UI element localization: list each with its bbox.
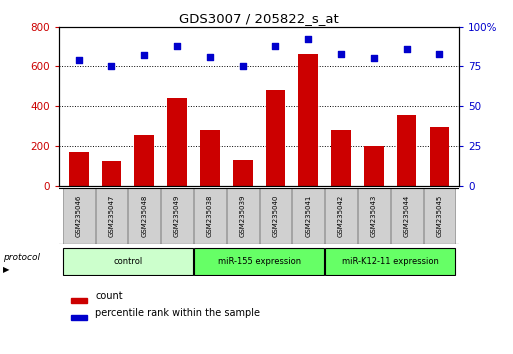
Text: GSM235045: GSM235045 bbox=[437, 195, 442, 237]
Text: ▶: ▶ bbox=[3, 266, 9, 274]
Point bbox=[436, 51, 444, 56]
Text: GSM235038: GSM235038 bbox=[207, 195, 213, 237]
Bar bbox=[429, 127, 449, 186]
Bar bbox=[69, 152, 89, 186]
Bar bbox=[233, 160, 252, 186]
Bar bbox=[266, 90, 285, 186]
Text: miR-155 expression: miR-155 expression bbox=[218, 257, 301, 266]
Bar bbox=[200, 131, 220, 186]
FancyBboxPatch shape bbox=[358, 188, 390, 244]
FancyBboxPatch shape bbox=[161, 188, 193, 244]
Bar bbox=[331, 131, 351, 186]
Point bbox=[74, 57, 83, 63]
FancyBboxPatch shape bbox=[260, 188, 291, 244]
Point bbox=[403, 46, 411, 52]
Bar bbox=[299, 55, 318, 186]
Text: GSM235049: GSM235049 bbox=[174, 195, 180, 237]
Point bbox=[239, 64, 247, 69]
FancyBboxPatch shape bbox=[63, 247, 193, 275]
FancyBboxPatch shape bbox=[292, 188, 324, 244]
Bar bbox=[102, 161, 121, 186]
Title: GDS3007 / 205822_s_at: GDS3007 / 205822_s_at bbox=[179, 12, 339, 25]
FancyBboxPatch shape bbox=[194, 188, 226, 244]
Text: count: count bbox=[95, 291, 123, 301]
Text: miR-K12-11 expression: miR-K12-11 expression bbox=[342, 257, 439, 266]
FancyBboxPatch shape bbox=[128, 188, 160, 244]
FancyBboxPatch shape bbox=[227, 188, 259, 244]
Text: percentile rank within the sample: percentile rank within the sample bbox=[95, 308, 260, 318]
Bar bbox=[134, 135, 154, 186]
Text: GSM235043: GSM235043 bbox=[371, 195, 377, 237]
Text: GSM235042: GSM235042 bbox=[338, 195, 344, 237]
Point bbox=[206, 54, 214, 59]
Bar bbox=[71, 315, 87, 320]
Point bbox=[337, 51, 345, 56]
Bar bbox=[71, 298, 87, 303]
FancyBboxPatch shape bbox=[194, 247, 324, 275]
FancyBboxPatch shape bbox=[424, 188, 456, 244]
Text: GSM235048: GSM235048 bbox=[141, 195, 147, 237]
Bar bbox=[167, 98, 187, 186]
Text: GSM235041: GSM235041 bbox=[305, 195, 311, 237]
Text: GSM235047: GSM235047 bbox=[108, 195, 114, 237]
Text: control: control bbox=[113, 257, 143, 266]
Point bbox=[370, 56, 378, 61]
Bar bbox=[364, 146, 384, 186]
FancyBboxPatch shape bbox=[325, 188, 357, 244]
Text: GSM235040: GSM235040 bbox=[272, 195, 279, 237]
FancyBboxPatch shape bbox=[63, 188, 94, 244]
Point bbox=[271, 43, 280, 48]
FancyBboxPatch shape bbox=[95, 188, 127, 244]
Bar bbox=[397, 115, 417, 186]
FancyBboxPatch shape bbox=[325, 247, 456, 275]
Point bbox=[140, 52, 148, 58]
Text: GSM235044: GSM235044 bbox=[404, 195, 410, 237]
Point bbox=[304, 36, 312, 42]
Text: GSM235039: GSM235039 bbox=[240, 195, 246, 237]
Point bbox=[173, 43, 181, 48]
Text: GSM235046: GSM235046 bbox=[76, 195, 82, 237]
Point bbox=[107, 64, 115, 69]
Text: protocol: protocol bbox=[3, 253, 40, 262]
FancyBboxPatch shape bbox=[391, 188, 423, 244]
